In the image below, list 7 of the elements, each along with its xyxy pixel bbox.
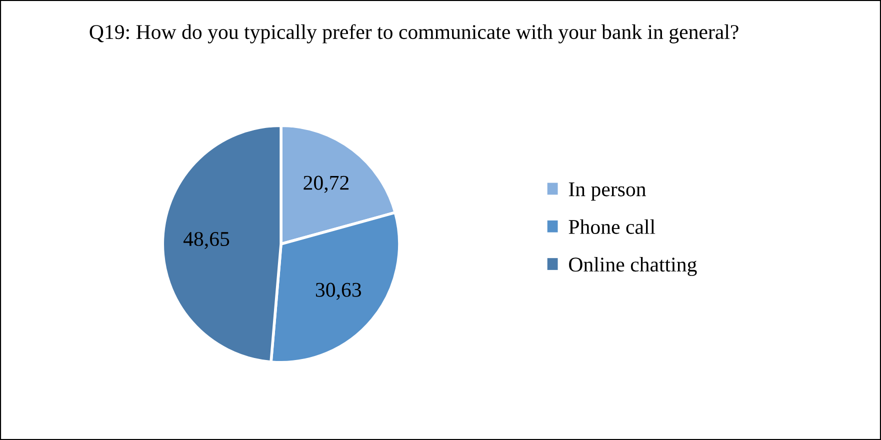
legend-label: Phone call bbox=[568, 219, 656, 234]
legend-label: In person bbox=[568, 182, 646, 201]
data-label: 30,63 bbox=[316, 282, 362, 300]
chart-title: Q19: How do you typically prefer to communicate with your bank in general? bbox=[90, 24, 738, 44]
data-label: 20,72 bbox=[304, 176, 349, 193]
legend-label: Online chatting bbox=[569, 256, 697, 276]
data-label: 48,65 bbox=[183, 232, 230, 250]
